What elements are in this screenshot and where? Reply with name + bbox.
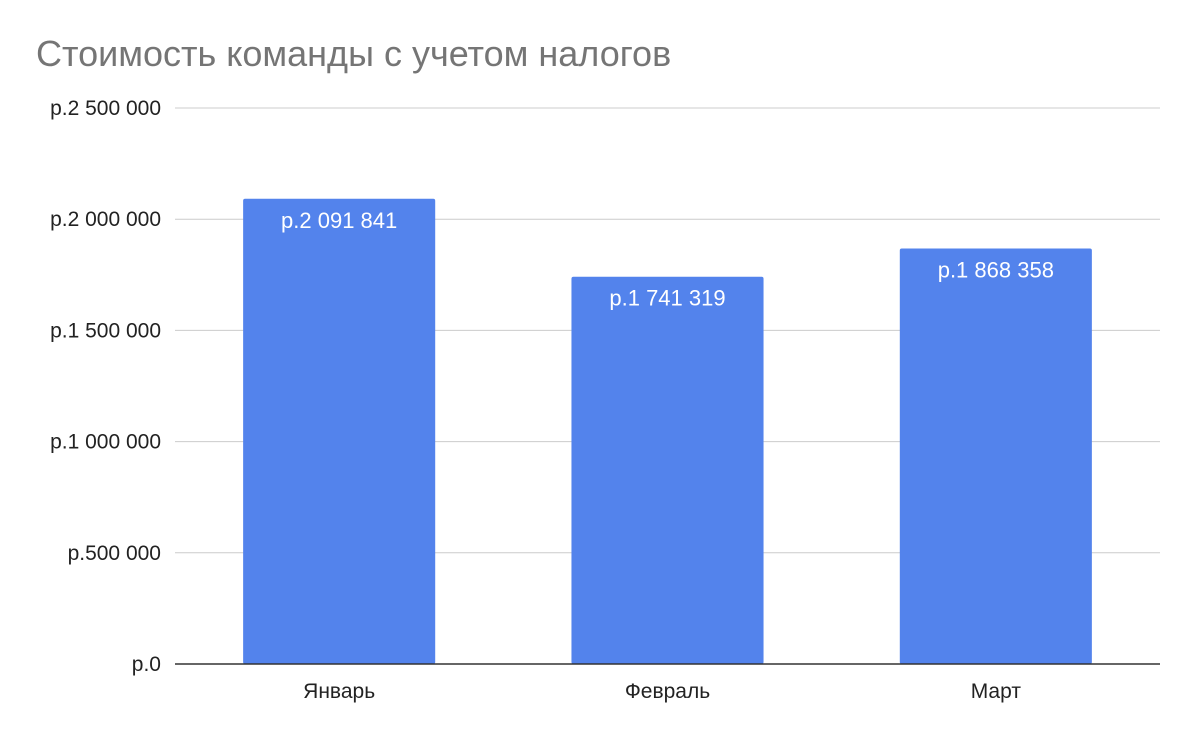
bar-data-label: р.2 091 841 [281, 208, 397, 233]
bar-data-label: р.1 741 319 [609, 286, 725, 311]
x-category-label: Январь [303, 680, 375, 703]
bar [243, 198, 436, 664]
y-tick-label: р.2 000 000 [50, 208, 161, 231]
data-labels: р.2 091 841 р.1 741 319 р.1 868 358 [281, 208, 1054, 311]
x-category-label: Март [971, 680, 1022, 703]
y-tick-label: р.1 000 000 [50, 431, 161, 454]
x-category-label: Февраль [625, 680, 710, 703]
y-tick-label: р.1 500 000 [50, 319, 161, 342]
y-tick-label: р.500 000 [68, 542, 161, 565]
y-axis-tick-labels: р.0 р.500 000 р.1 000 000 р.1 500 000 р.2 00… [50, 97, 161, 676]
bar [899, 248, 1092, 665]
y-tick-label: р.2 500 000 [50, 97, 161, 120]
y-tick-label: р.0 [132, 653, 161, 676]
bars [243, 198, 1092, 665]
bar-data-label: р.1 868 358 [938, 257, 1054, 282]
x-axis-category-labels: Январь Февраль Март [303, 680, 1021, 703]
chart-title: Стоимость команды с учетом налогов [36, 33, 671, 74]
bar [571, 276, 764, 664]
